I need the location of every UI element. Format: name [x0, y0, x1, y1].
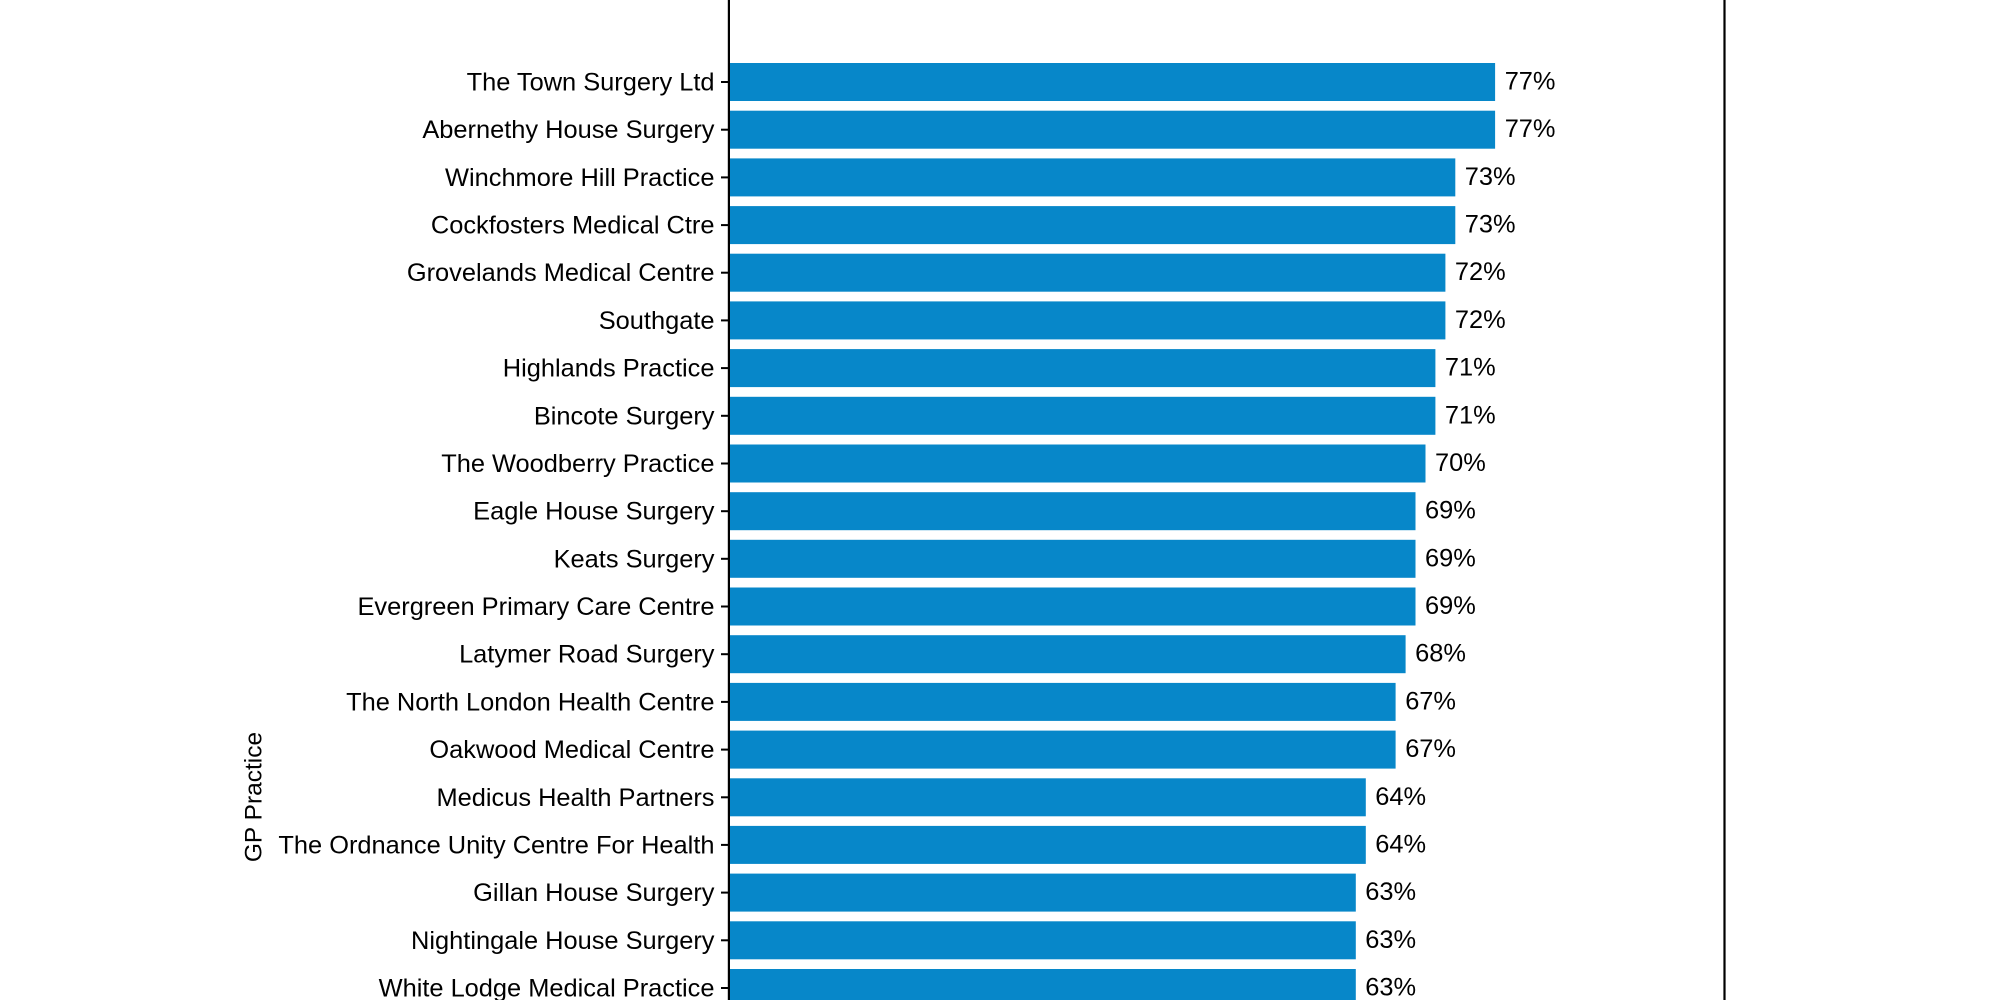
svg-text:70%: 70% [1435, 449, 1486, 477]
svg-text:Latymer Road Surgery: Latymer Road Surgery [459, 641, 715, 669]
svg-text:Winchmore Hill Practice: Winchmore Hill Practice [445, 164, 714, 192]
svg-text:69%: 69% [1425, 592, 1476, 620]
svg-text:The North London Health Centre: The North London Health Centre [346, 688, 714, 716]
svg-text:The Woodberry Practice: The Woodberry Practice [441, 450, 714, 478]
svg-text:64%: 64% [1375, 783, 1426, 811]
svg-text:Keats Surgery: Keats Surgery [554, 545, 715, 573]
svg-text:63%: 63% [1365, 878, 1416, 906]
svg-text:73%: 73% [1465, 211, 1516, 239]
svg-text:77%: 77% [1505, 115, 1556, 143]
svg-text:71%: 71% [1445, 401, 1496, 429]
svg-text:68%: 68% [1415, 640, 1466, 668]
svg-text:72%: 72% [1455, 306, 1506, 334]
svg-text:77%: 77% [1505, 68, 1556, 96]
svg-text:64%: 64% [1375, 830, 1426, 858]
svg-text:71%: 71% [1445, 354, 1496, 382]
svg-text:Oakwood Medical Centre: Oakwood Medical Centre [429, 736, 714, 764]
svg-text:Southgate: Southgate [599, 307, 715, 335]
svg-text:Medicus Health Partners: Medicus Health Partners [436, 784, 714, 812]
svg-text:Cockfosters Medical Ctre: Cockfosters Medical Ctre [431, 212, 715, 240]
svg-text:Highlands Practice: Highlands Practice [503, 355, 715, 383]
svg-text:Evergreen Primary Care Centre: Evergreen Primary Care Centre [357, 593, 714, 621]
svg-text:The Town Surgery Ltd: The Town Surgery Ltd [467, 69, 715, 97]
svg-text:63%: 63% [1365, 926, 1416, 954]
svg-text:Bincote Surgery: Bincote Surgery [534, 402, 715, 430]
svg-text:67%: 67% [1405, 735, 1456, 763]
svg-text:The Ordnance Unity Centre For: The Ordnance Unity Centre For Health [278, 831, 714, 859]
svg-text:67%: 67% [1405, 687, 1456, 715]
svg-text:63%: 63% [1365, 974, 1416, 1001]
svg-text:69%: 69% [1425, 544, 1476, 572]
svg-text:Abernethy House Surgery: Abernethy House Surgery [422, 116, 714, 144]
svg-text:73%: 73% [1465, 163, 1516, 191]
svg-text:72%: 72% [1455, 258, 1506, 286]
svg-text:Grovelands Medical Centre: Grovelands Medical Centre [407, 259, 715, 287]
svg-text:Nightingale House Surgery: Nightingale House Surgery [411, 927, 715, 955]
svg-text:White Lodge Medical Practice: White Lodge Medical Practice [379, 975, 715, 1001]
svg-text:Eagle House Surgery: Eagle House Surgery [473, 498, 715, 526]
svg-text:GP Practice: GP Practice [241, 732, 268, 862]
svg-text:69%: 69% [1425, 497, 1476, 525]
svg-text:Gillan House Surgery: Gillan House Surgery [473, 879, 715, 907]
